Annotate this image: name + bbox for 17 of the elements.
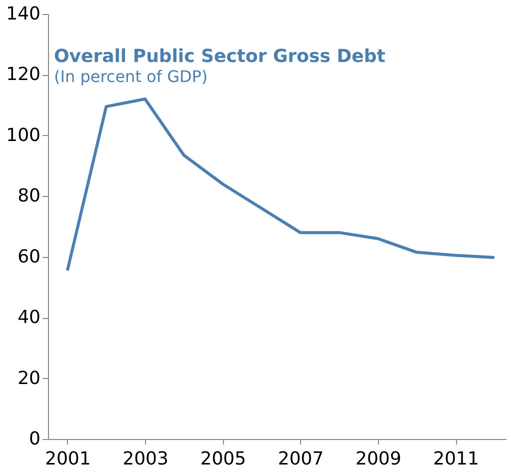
y-tick-label: 0 — [29, 428, 40, 450]
x-tick-label: 2011 — [433, 448, 479, 470]
x-tick-label: 2007 — [278, 448, 324, 470]
x-tick-label: 2005 — [200, 448, 246, 470]
y-tick-label: 100 — [6, 124, 40, 146]
y-tick-label: 40 — [18, 307, 40, 328]
x-tick-label: 2009 — [356, 448, 402, 470]
x-tick-label: 2003 — [122, 448, 168, 470]
y-tick-label: 60 — [18, 246, 40, 268]
x-tick-label: 2001 — [45, 448, 91, 470]
text: Overall Public Sector Gross Debt — [54, 46, 386, 67]
text: (In percent of GDP) — [54, 67, 208, 86]
y-tick-label: 140 — [6, 4, 40, 24]
y-tick-label: 120 — [6, 64, 40, 86]
line-series — [66, 98, 496, 272]
y-tick-label: 80 — [18, 186, 40, 207]
y-tick-label: 20 — [18, 368, 40, 389]
